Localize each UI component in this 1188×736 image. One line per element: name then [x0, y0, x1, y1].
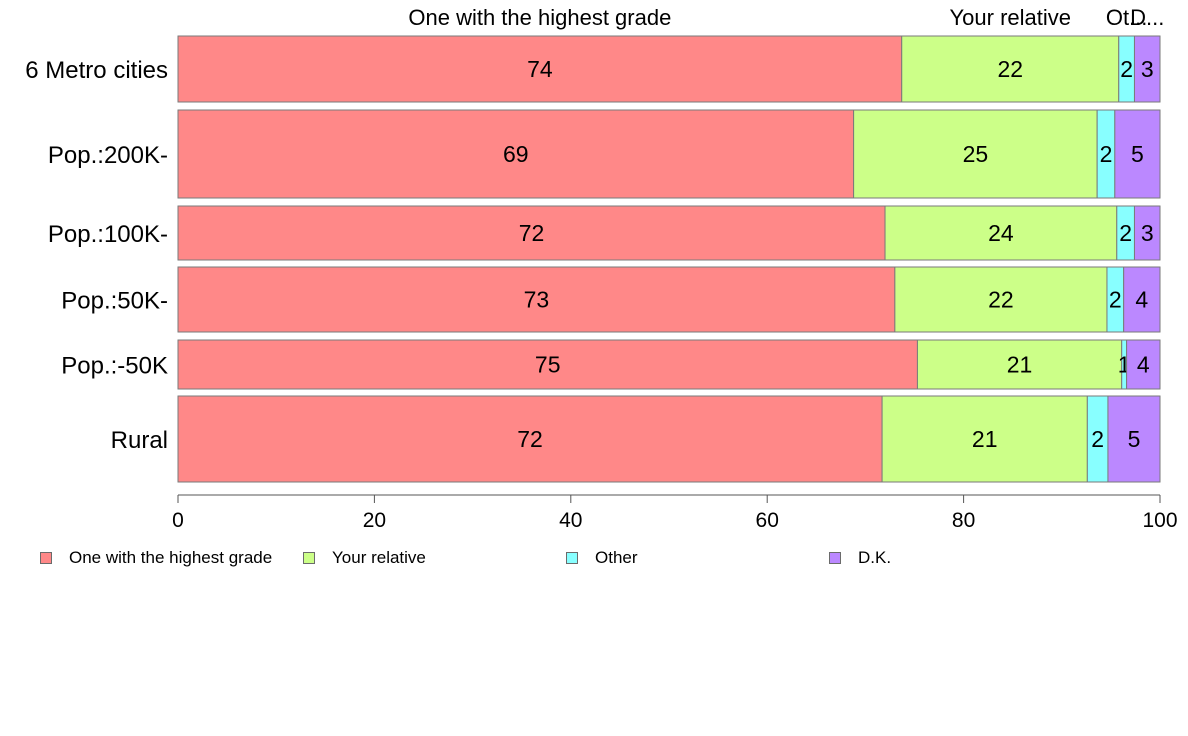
data-label: 5 — [1128, 426, 1141, 452]
data-label: 2 — [1091, 426, 1104, 452]
x-tick-label: 40 — [559, 509, 582, 532]
bar-segment — [1123, 266, 1161, 333]
bar-segment — [177, 339, 918, 390]
bar-segment — [1107, 395, 1161, 483]
legend-item-other: Other — [566, 548, 638, 568]
bar-segment — [881, 395, 1088, 483]
x-tick-label: 80 — [952, 509, 975, 532]
legend-label: Your relative — [332, 548, 426, 567]
data-label: 2 — [1120, 56, 1133, 82]
bar-segment — [1126, 339, 1161, 390]
data-label: 25 — [963, 141, 989, 167]
x-tick-label: 20 — [363, 509, 386, 532]
category-label: 6 Metro cities — [25, 57, 168, 84]
bar-segment — [177, 109, 855, 199]
data-label: 22 — [988, 287, 1014, 313]
data-label: 21 — [972, 426, 998, 452]
bar-segment — [894, 266, 1108, 333]
category-label: Pop.:100K- — [48, 221, 168, 248]
data-label: 21 — [1007, 352, 1033, 378]
series-header-label: Your relative — [950, 5, 1071, 30]
bar-segment — [901, 35, 1120, 103]
bar-segment — [177, 395, 883, 483]
legend: One with the highest grade Your relative… — [40, 548, 1140, 570]
data-label: 69 — [503, 141, 529, 167]
data-label: 73 — [524, 287, 550, 313]
legend-label: Other — [595, 548, 638, 567]
bar-segment — [177, 266, 896, 333]
category-label: Pop.:200K- — [48, 142, 168, 169]
data-label: 4 — [1135, 287, 1148, 313]
x-tick-label: 0 — [172, 509, 184, 532]
x-tick-label: 60 — [756, 509, 779, 532]
data-label: 2 — [1100, 141, 1113, 167]
data-label: 3 — [1141, 56, 1154, 82]
legend-item-dk: D.K. — [829, 548, 891, 568]
data-label: 4 — [1137, 352, 1150, 378]
legend-label: D.K. — [858, 548, 892, 567]
data-label: 2 — [1119, 220, 1132, 246]
bar-segment — [884, 205, 1118, 261]
data-label: 3 — [1141, 220, 1154, 246]
series-header-label: Ot... — [1106, 5, 1148, 30]
bar-segment — [1114, 109, 1161, 199]
bar-segment — [916, 339, 1123, 390]
legend-swatch — [829, 552, 841, 564]
legend-swatch — [566, 552, 578, 564]
data-label: 24 — [988, 220, 1014, 246]
series-header-label: D... — [1130, 5, 1164, 30]
bar-segment — [1133, 35, 1161, 103]
series-header-label: One with the highest grade — [408, 5, 671, 30]
data-label: 2 — [1109, 287, 1122, 313]
category-label: Pop.:-50K — [61, 353, 168, 380]
data-label: 5 — [1131, 141, 1144, 167]
legend-swatch — [40, 552, 52, 564]
data-label: 22 — [997, 56, 1023, 82]
legend-swatch — [303, 552, 315, 564]
legend-label: One with the highest grade — [69, 548, 273, 567]
legend-item-highest-grade: One with the highest grade — [40, 548, 272, 568]
bar-segment — [1133, 205, 1161, 261]
data-label: 72 — [519, 220, 545, 246]
x-tick-label: 100 — [1142, 509, 1177, 532]
data-label: 74 — [527, 56, 553, 82]
category-label: Pop.:50K- — [61, 288, 168, 315]
category-label: Rural — [111, 427, 168, 454]
bar-segment — [853, 109, 1098, 199]
data-label: 75 — [535, 352, 561, 378]
legend-item-your-relative: Your relative — [303, 548, 426, 568]
data-label: 72 — [517, 426, 543, 452]
bar-segment — [177, 205, 886, 261]
bar-segment — [177, 35, 903, 103]
